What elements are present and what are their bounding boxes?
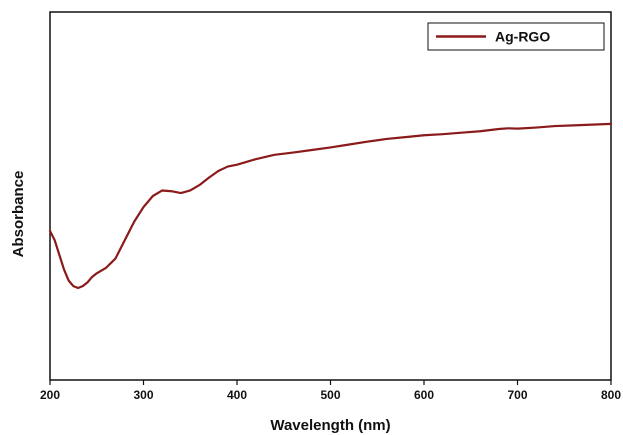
x-tick-label: 800	[601, 388, 621, 402]
x-axis-title: Wavelength (nm)	[270, 417, 390, 434]
x-tick-label: 300	[133, 388, 153, 402]
x-tick-label: 700	[507, 388, 527, 402]
x-tick-label: 400	[227, 388, 247, 402]
x-axis-ticks	[49, 380, 612, 385]
x-tick-label: 500	[320, 388, 340, 402]
y-axis-title: Absorbance	[10, 171, 27, 258]
series-line-ag-rgo	[48, 122, 613, 290]
legend-label-ag-rgo: Ag-RGO	[495, 29, 550, 45]
x-tick-label: 200	[40, 388, 60, 402]
legend-box	[427, 22, 605, 51]
x-tick-label: 600	[414, 388, 434, 402]
legend: Ag-RGO	[427, 22, 605, 51]
x-axis-tick-labels: 200 300 400 500 600 700 800	[40, 388, 621, 402]
plot-frame	[49, 11, 612, 381]
